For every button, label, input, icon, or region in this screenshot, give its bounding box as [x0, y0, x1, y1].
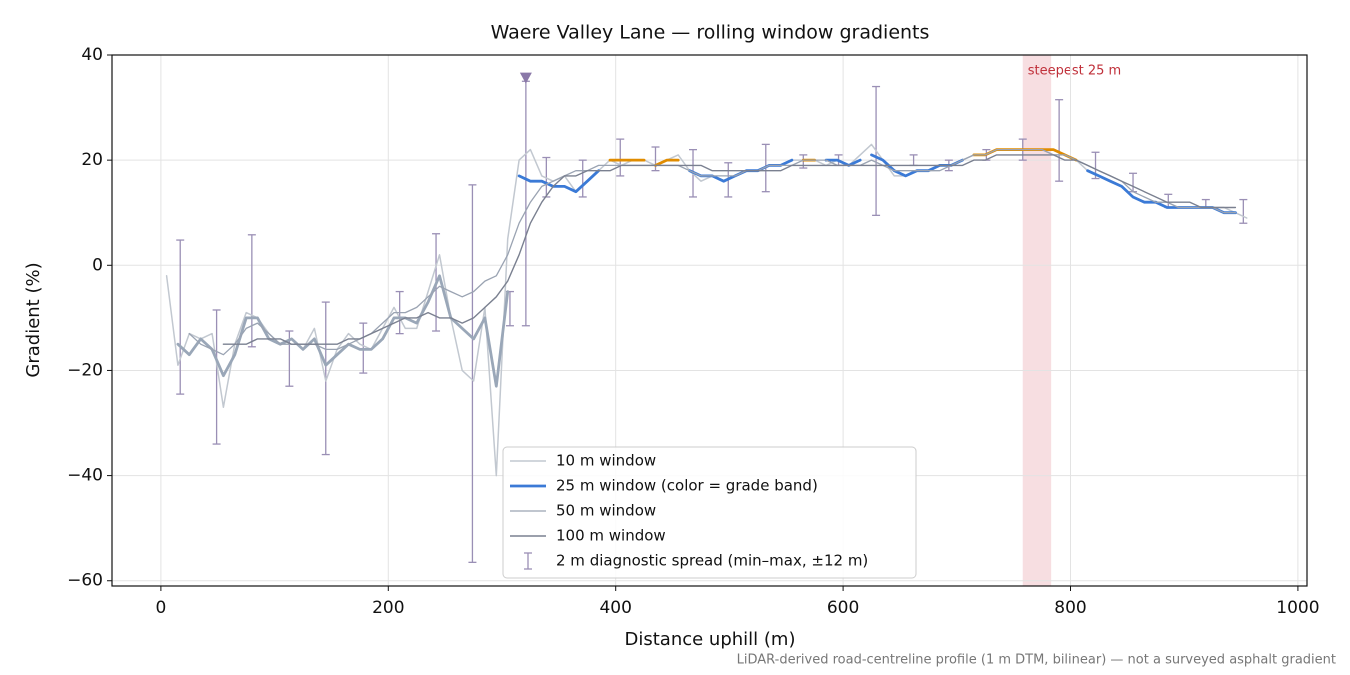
error-bar — [1055, 99, 1064, 182]
series-line — [517, 169, 600, 194]
legend-label: 2 m diagnostic spread (min–max, ±12 m) — [556, 552, 868, 570]
legend-label: 25 m window (color = grade band) — [556, 477, 818, 495]
error-bar — [468, 184, 477, 563]
x-tick-label: 1000 — [1276, 598, 1319, 618]
series-line — [165, 143, 1248, 477]
series-line — [222, 154, 1237, 345]
error-bar — [176, 239, 185, 395]
series-line — [824, 158, 862, 167]
x-tick-label: 200 — [372, 598, 404, 618]
error-bar — [651, 146, 660, 172]
y-tick-label: 40 — [81, 45, 103, 65]
y-tick-label: −40 — [67, 466, 103, 486]
error-bar — [212, 309, 221, 445]
legend-label: 50 m window — [556, 502, 656, 520]
chart-title: Waere Valley Lane — rolling window gradi… — [491, 22, 930, 44]
x-tick-label: 600 — [827, 598, 859, 618]
y-tick-label: −20 — [67, 360, 103, 380]
footnote: LiDAR-derived road-centreline profile (1… — [737, 653, 1336, 668]
series-line — [654, 158, 680, 167]
error-bar — [521, 80, 530, 327]
marker — [519, 72, 532, 84]
error-bar — [247, 234, 256, 348]
legend-label: 100 m window — [556, 527, 666, 545]
series-line — [176, 274, 510, 388]
y-tick-label: −60 — [67, 571, 103, 591]
y-tick-label: 0 — [92, 255, 103, 275]
y-axis-label: Gradient (%) — [23, 262, 44, 377]
series-line — [188, 148, 1237, 356]
error-bar — [616, 138, 625, 177]
legend-box — [502, 446, 917, 579]
series-line — [1086, 169, 1237, 215]
x-axis-label: Distance uphill (m) — [625, 629, 796, 650]
highlight-span — [1022, 55, 1052, 586]
x-tick-label: 0 — [155, 598, 166, 618]
error-bar — [1239, 198, 1248, 224]
x-tick-label: 800 — [1054, 598, 1086, 618]
plot-frame — [111, 54, 1308, 587]
x-tick-label: 400 — [599, 598, 631, 618]
span-label: steepest 25 m — [1028, 64, 1121, 79]
y-tick-label: 20 — [81, 150, 103, 170]
error-bar — [578, 159, 587, 198]
legend-label: 10 m window — [556, 452, 656, 470]
